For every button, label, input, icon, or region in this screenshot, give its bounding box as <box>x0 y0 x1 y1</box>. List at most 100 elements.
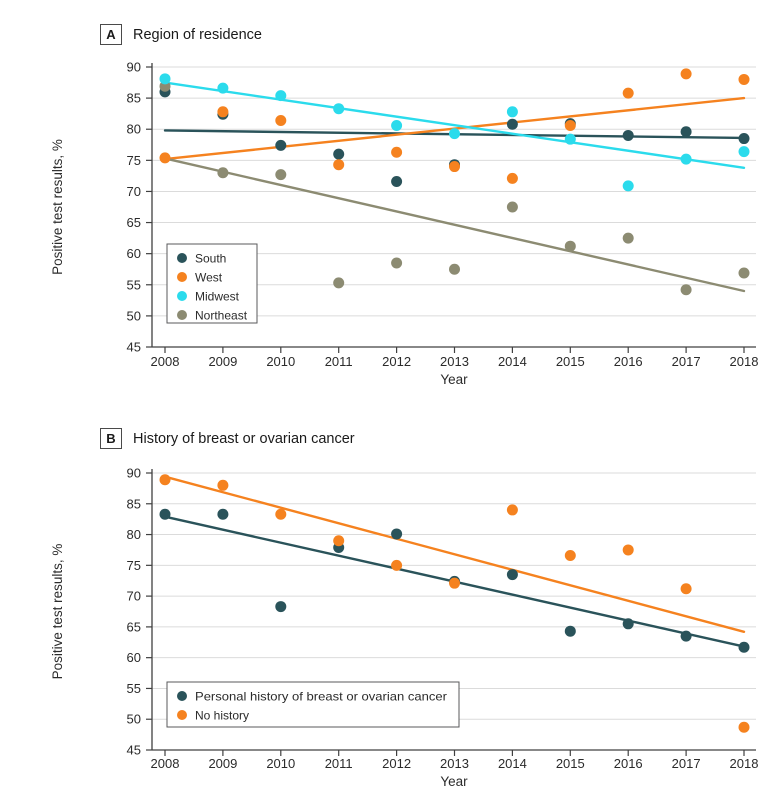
no-history-point <box>622 544 634 556</box>
northeast-point <box>449 263 460 275</box>
y-tick-label: 70 <box>127 589 141 604</box>
midwest-point <box>506 106 518 118</box>
midwest-trendline <box>163 81 746 170</box>
no-history-point <box>449 577 460 589</box>
panel-a: A Region of residence 45 50 55 60 65 70 75 80 85… <box>40 16 780 404</box>
personal-history-of-breast-or-ovarian-cancer-point <box>680 630 692 642</box>
x-tick-label: 2016 <box>614 756 643 771</box>
legend-label: West <box>195 271 223 285</box>
personal-history-of-breast-or-ovarian-cancer-point <box>564 625 576 637</box>
x-tick-label: 2011 <box>325 354 353 369</box>
west-point <box>275 115 287 127</box>
personal-history-of-breast-or-ovarian-cancer-point <box>738 641 750 653</box>
no-history-point <box>506 504 518 516</box>
no-history-point <box>680 583 692 595</box>
no-history-point <box>159 474 171 486</box>
northeast-point <box>622 232 634 244</box>
x-tick-label: 2017 <box>672 756 701 771</box>
y-tick-label: 85 <box>127 91 141 106</box>
y-tick-label: 55 <box>127 681 141 696</box>
x-tick-label: 2016 <box>614 354 643 369</box>
west-point <box>506 172 518 184</box>
x-axis-label: Year <box>440 774 468 789</box>
panel-a-header: A Region of residence <box>100 24 262 45</box>
x-tick-label: 2018 <box>730 756 759 771</box>
midwest-point <box>159 73 171 85</box>
northeast-point <box>217 167 229 179</box>
x-tick-label: 2010 <box>266 756 295 771</box>
panel-a-chart: 45 50 55 60 65 70 75 80 85 90 2008 2009 2010 2011 2012… <box>50 60 758 388</box>
northeast-point <box>738 267 750 279</box>
midwest-point <box>449 128 460 140</box>
panel-a-tag: A <box>100 24 122 45</box>
northeast-point <box>333 277 345 289</box>
y-tick-label: 65 <box>127 215 141 230</box>
y-tick-label: 70 <box>127 184 141 199</box>
y-tick-label: 75 <box>127 558 141 573</box>
personal-history-of-breast-or-ovarian-cancer-point <box>391 528 403 540</box>
legend-label: No history <box>195 709 249 723</box>
midwest-point <box>333 103 345 115</box>
x-tick-label: 2015 <box>556 354 585 369</box>
y-tick-label: 75 <box>127 153 141 168</box>
no-history-point <box>217 479 229 491</box>
northeast-point <box>391 257 403 269</box>
northeast-point <box>275 169 287 181</box>
x-tick-label: 2014 <box>498 756 527 771</box>
legend-label: Personal history of breast or ovarian ca… <box>195 690 447 704</box>
south-point <box>506 118 518 130</box>
west-point <box>449 161 460 173</box>
legend-label: South <box>195 252 226 266</box>
x-axis-label: Year <box>440 372 468 387</box>
y-tick-label: 60 <box>127 246 141 261</box>
south-point <box>622 129 634 141</box>
y-tick-label: 45 <box>127 743 141 758</box>
no-history-trendline <box>163 475 746 634</box>
x-tick-label: 2012 <box>382 756 411 771</box>
midwest-point <box>217 82 229 94</box>
y-tick-label: 90 <box>127 466 141 481</box>
no-history-point <box>275 508 287 520</box>
no-history-point <box>391 559 403 571</box>
personal-history-of-breast-or-ovarian-cancer-point <box>217 508 229 520</box>
panel-b-tag: B <box>100 428 122 449</box>
legend-swatch <box>177 253 187 263</box>
midwest-point <box>391 119 403 131</box>
legend-box <box>166 681 460 728</box>
midwest-point <box>680 153 692 165</box>
west-point <box>564 119 576 131</box>
two-panel-figure: A Region of residence 45 50 55 60 65 70 75 80 85… <box>0 16 780 791</box>
x-tick-label: 2017 <box>672 354 701 369</box>
y-tick-label: 45 <box>127 340 141 355</box>
x-tick-label: 2009 <box>208 756 237 771</box>
y-tick-label: 80 <box>127 122 141 137</box>
x-tick-label: 2012 <box>382 354 411 369</box>
personal-history-of-breast-or-ovarian-cancer-point <box>506 569 518 581</box>
panel-b-title: History of breast or ovarian cancer <box>133 430 355 447</box>
no-history-point <box>564 549 576 561</box>
no-history-point <box>333 535 345 547</box>
legend-swatch <box>177 291 187 301</box>
south-point <box>275 139 287 151</box>
x-tick-label: 2013 <box>440 756 469 771</box>
northeast-trendline <box>163 157 746 293</box>
x-tick-label: 2008 <box>151 756 180 771</box>
panel-b: B History of breast or ovarian cancer 45… <box>40 420 780 807</box>
x-tick-label: 2011 <box>325 756 353 771</box>
x-tick-label: 2014 <box>498 354 527 369</box>
y-tick-label: 50 <box>127 308 141 323</box>
legend-label: Midwest <box>195 290 240 304</box>
west-point <box>680 68 692 80</box>
x-tick-label: 2013 <box>440 354 469 369</box>
y-tick-label: 55 <box>127 277 141 292</box>
x-tick-label: 2015 <box>556 756 585 771</box>
south-point <box>391 175 403 187</box>
panel-b-chart: 45 50 55 60 65 70 75 80 85 90 2008 2009 2010 2011 2012… <box>50 466 759 790</box>
y-tick-label: 90 <box>127 60 141 75</box>
west-point <box>159 152 171 164</box>
midwest-point <box>275 90 287 102</box>
midwest-point <box>738 146 750 158</box>
midwest-point <box>564 133 576 145</box>
legend-swatch <box>177 310 187 320</box>
y-tick-label: 60 <box>127 650 141 665</box>
